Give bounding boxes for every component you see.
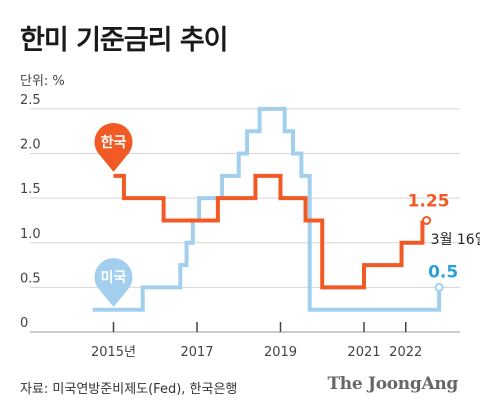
y-tick-label: 0 <box>20 316 28 331</box>
korea-last-value: 1.25 <box>408 191 450 211</box>
x-axis-ticks: 2015년 2017 2019 2021 2022 <box>91 322 422 360</box>
source-note: 자료: 미국연방준비제도(Fed), 한국은행 <box>20 382 238 397</box>
y-tick-label: 2.0 <box>20 138 41 153</box>
series-line-us <box>92 106 442 312</box>
x-tick-label: 2015년 <box>91 345 136 360</box>
korea-pin-label: 한국 <box>101 135 127 151</box>
x-tick-label: 2017 <box>180 345 213 360</box>
us-last-value: 0.5 <box>428 262 458 282</box>
unit-label: 단위: % <box>20 74 65 89</box>
korea-endpoint <box>422 215 432 225</box>
y-tick-label: 1.0 <box>20 227 41 242</box>
series-line-korea <box>113 173 425 290</box>
us-pin-label: 미국 <box>101 270 127 286</box>
series-lines <box>92 106 442 312</box>
korea-pin: 한국 <box>94 122 133 172</box>
x-tick-label: 2021 <box>347 345 380 360</box>
series-endpoints <box>422 215 444 292</box>
annotations: 1.25 3월 16일 0.5 <box>408 191 480 282</box>
y-tick-label: 1.5 <box>20 182 41 197</box>
date-label: 3월 16일 <box>431 232 480 248</box>
x-tick-label: 2022 <box>389 345 422 360</box>
brand-logo: The JoongAng <box>327 374 458 394</box>
us-endpoint <box>434 282 444 292</box>
chart-title: 한미 기준금리 추이 <box>20 25 229 56</box>
us-pin-shape <box>94 258 133 308</box>
korea-pin-shape <box>94 122 133 172</box>
x-tick-label: 2019 <box>264 345 297 360</box>
us-pin: 미국 <box>94 258 133 308</box>
y-tick-label: 0.5 <box>20 271 41 286</box>
y-tick-label: 2.5 <box>20 93 41 108</box>
y-axis-ticks: 0 0.5 1.0 1.5 2.0 2.5 <box>20 93 41 331</box>
